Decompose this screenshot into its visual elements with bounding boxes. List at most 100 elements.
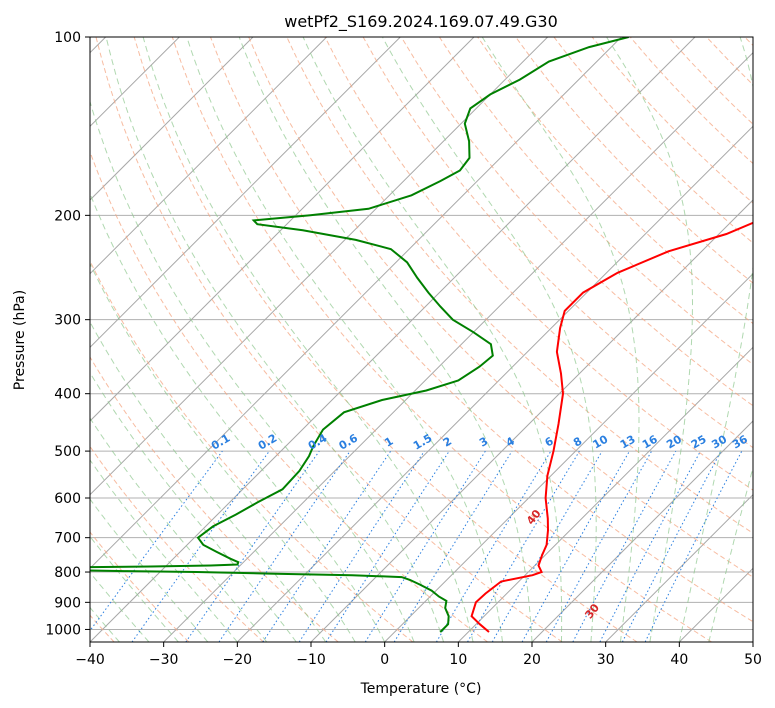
moist-adiabat-line	[381, 37, 597, 642]
isotherm-line	[90, 37, 475, 422]
dry-adiabat-line	[362, 37, 753, 449]
y-tick-label: 500	[54, 444, 81, 460]
mixing-ratio-label: 1	[382, 435, 395, 450]
isotherm-line	[752, 641, 753, 642]
dry-adiabat-line	[324, 37, 753, 491]
mixing-ratio-label: 8	[571, 435, 584, 450]
mixing-ratio-label: 25	[689, 433, 709, 452]
dry-adiabat-line	[706, 37, 753, 86]
mixing-ratio-line	[298, 450, 425, 642]
moist-adiabat-line	[302, 37, 563, 642]
mixing-ratio-label: 16	[640, 432, 660, 451]
moist-adiabat-line	[90, 262, 356, 642]
x-tick-label: −20	[223, 652, 253, 668]
y-axis-title: Pressure (hPa)	[12, 290, 28, 390]
moist-adiabat-line	[186, 37, 503, 642]
series-group	[90, 37, 753, 633]
mixing-ratio-label: 36	[730, 432, 750, 451]
y-tick-label: 800	[54, 565, 81, 581]
mixing-ratio-line	[467, 450, 580, 642]
mixing-ratio-label: 3	[477, 435, 490, 450]
dry-adiabat-line	[133, 37, 638, 642]
isotherm-line	[90, 37, 254, 201]
mixing-ratio-label: 1.5	[411, 432, 434, 453]
dry-adiabat-line	[210, 37, 753, 623]
dewpoint-profile-line	[90, 37, 629, 633]
dry-adiabat-line	[90, 259, 414, 642]
adiabat-label: 30	[582, 601, 602, 621]
dry-adiabat-line	[400, 37, 753, 407]
x-tick-label: −10	[296, 652, 326, 668]
isotherm-line	[90, 37, 401, 349]
chart-title: wetPf2_S169.2024.169.07.49.G30	[284, 12, 558, 32]
x-axis-title: Temperature (°C)	[360, 681, 482, 697]
moist-adiabat-line	[90, 498, 209, 642]
dry-adiabat-line	[553, 37, 753, 244]
background-lines	[90, 37, 753, 642]
dry-adiabat-line	[438, 37, 753, 366]
mixing-ratio-line	[572, 450, 677, 642]
y-tick-label: 100	[54, 30, 81, 46]
mixing-ratio-line	[218, 450, 351, 642]
temperature-profile-line	[470, 221, 753, 633]
moist-adiabat-line	[90, 417, 268, 642]
x-tick-label: 50	[744, 652, 762, 668]
mixing-ratio-label: 0.1	[209, 432, 232, 453]
dry-adiabat-line	[90, 150, 488, 642]
dry-adiabat-line	[744, 37, 753, 47]
mixing-ratio-label: 0.4	[306, 431, 330, 452]
plot-frame	[89, 36, 754, 643]
isotherm-line	[236, 125, 753, 642]
dry-adiabat-line	[171, 37, 712, 642]
y-tick-label: 200	[54, 208, 81, 224]
x-tick-label: 0	[380, 652, 389, 668]
y-axis-ticks: 1000 900 800 700 600 500 400 300 200 100	[45, 30, 90, 638]
mixing-ratio-label: 13	[618, 433, 638, 452]
adiabat-label: 40	[524, 507, 544, 527]
mixing-ratio-line	[325, 450, 450, 642]
mixing-ratio-line	[90, 450, 223, 632]
dry-adiabat-line	[90, 531, 190, 642]
moist-adiabat-line	[678, 37, 753, 642]
isotherm-line	[457, 346, 753, 642]
moist-adiabat-line	[238, 37, 533, 642]
dry-adiabat-line	[90, 445, 264, 642]
isotherm-line	[163, 51, 753, 642]
moist-adiabat-line	[90, 192, 386, 642]
mixing-ratio-line	[599, 450, 701, 642]
mixing-ratio-label: 10	[591, 432, 611, 451]
mixing-ratio-line	[521, 450, 630, 642]
x-tick-label: −30	[149, 652, 179, 668]
dry-adiabat-line	[591, 37, 753, 204]
y-tick-label: 300	[54, 313, 81, 329]
isotherm-line	[90, 37, 328, 275]
isotherm-line	[90, 37, 622, 570]
mixing-ratio-line	[545, 450, 653, 642]
mixing-ratio-line	[185, 450, 320, 642]
mixing-ratio-line	[393, 450, 513, 642]
isotherm-line	[90, 37, 549, 496]
mixing-ratio-line	[644, 450, 743, 642]
y-tick-label: 400	[54, 387, 81, 403]
moist-adiabat-line	[90, 535, 179, 642]
moist-adiabat-line	[606, 37, 693, 642]
isotherm-line	[90, 37, 696, 642]
mixing-ratio-line	[262, 450, 392, 642]
x-tick-label: 10	[449, 652, 467, 668]
isotherm-line	[531, 420, 753, 642]
moist-adiabat-line	[90, 371, 297, 642]
isotherm-line	[384, 272, 753, 642]
moist-adiabat-line	[708, 465, 753, 642]
dry-adiabat-line	[95, 37, 563, 642]
dry-adiabat-line	[515, 37, 753, 284]
isotherm-line	[605, 493, 753, 642]
x-tick-label: 40	[670, 652, 688, 668]
x-tick-label: 30	[597, 652, 615, 668]
moist-adiabat-line	[90, 99, 415, 642]
moist-adiabat-line	[481, 37, 640, 642]
y-tick-label: 900	[54, 595, 81, 611]
x-tick-label: 20	[523, 652, 541, 668]
y-tick-label: 1000	[45, 622, 81, 638]
y-tick-label: 700	[54, 531, 81, 547]
